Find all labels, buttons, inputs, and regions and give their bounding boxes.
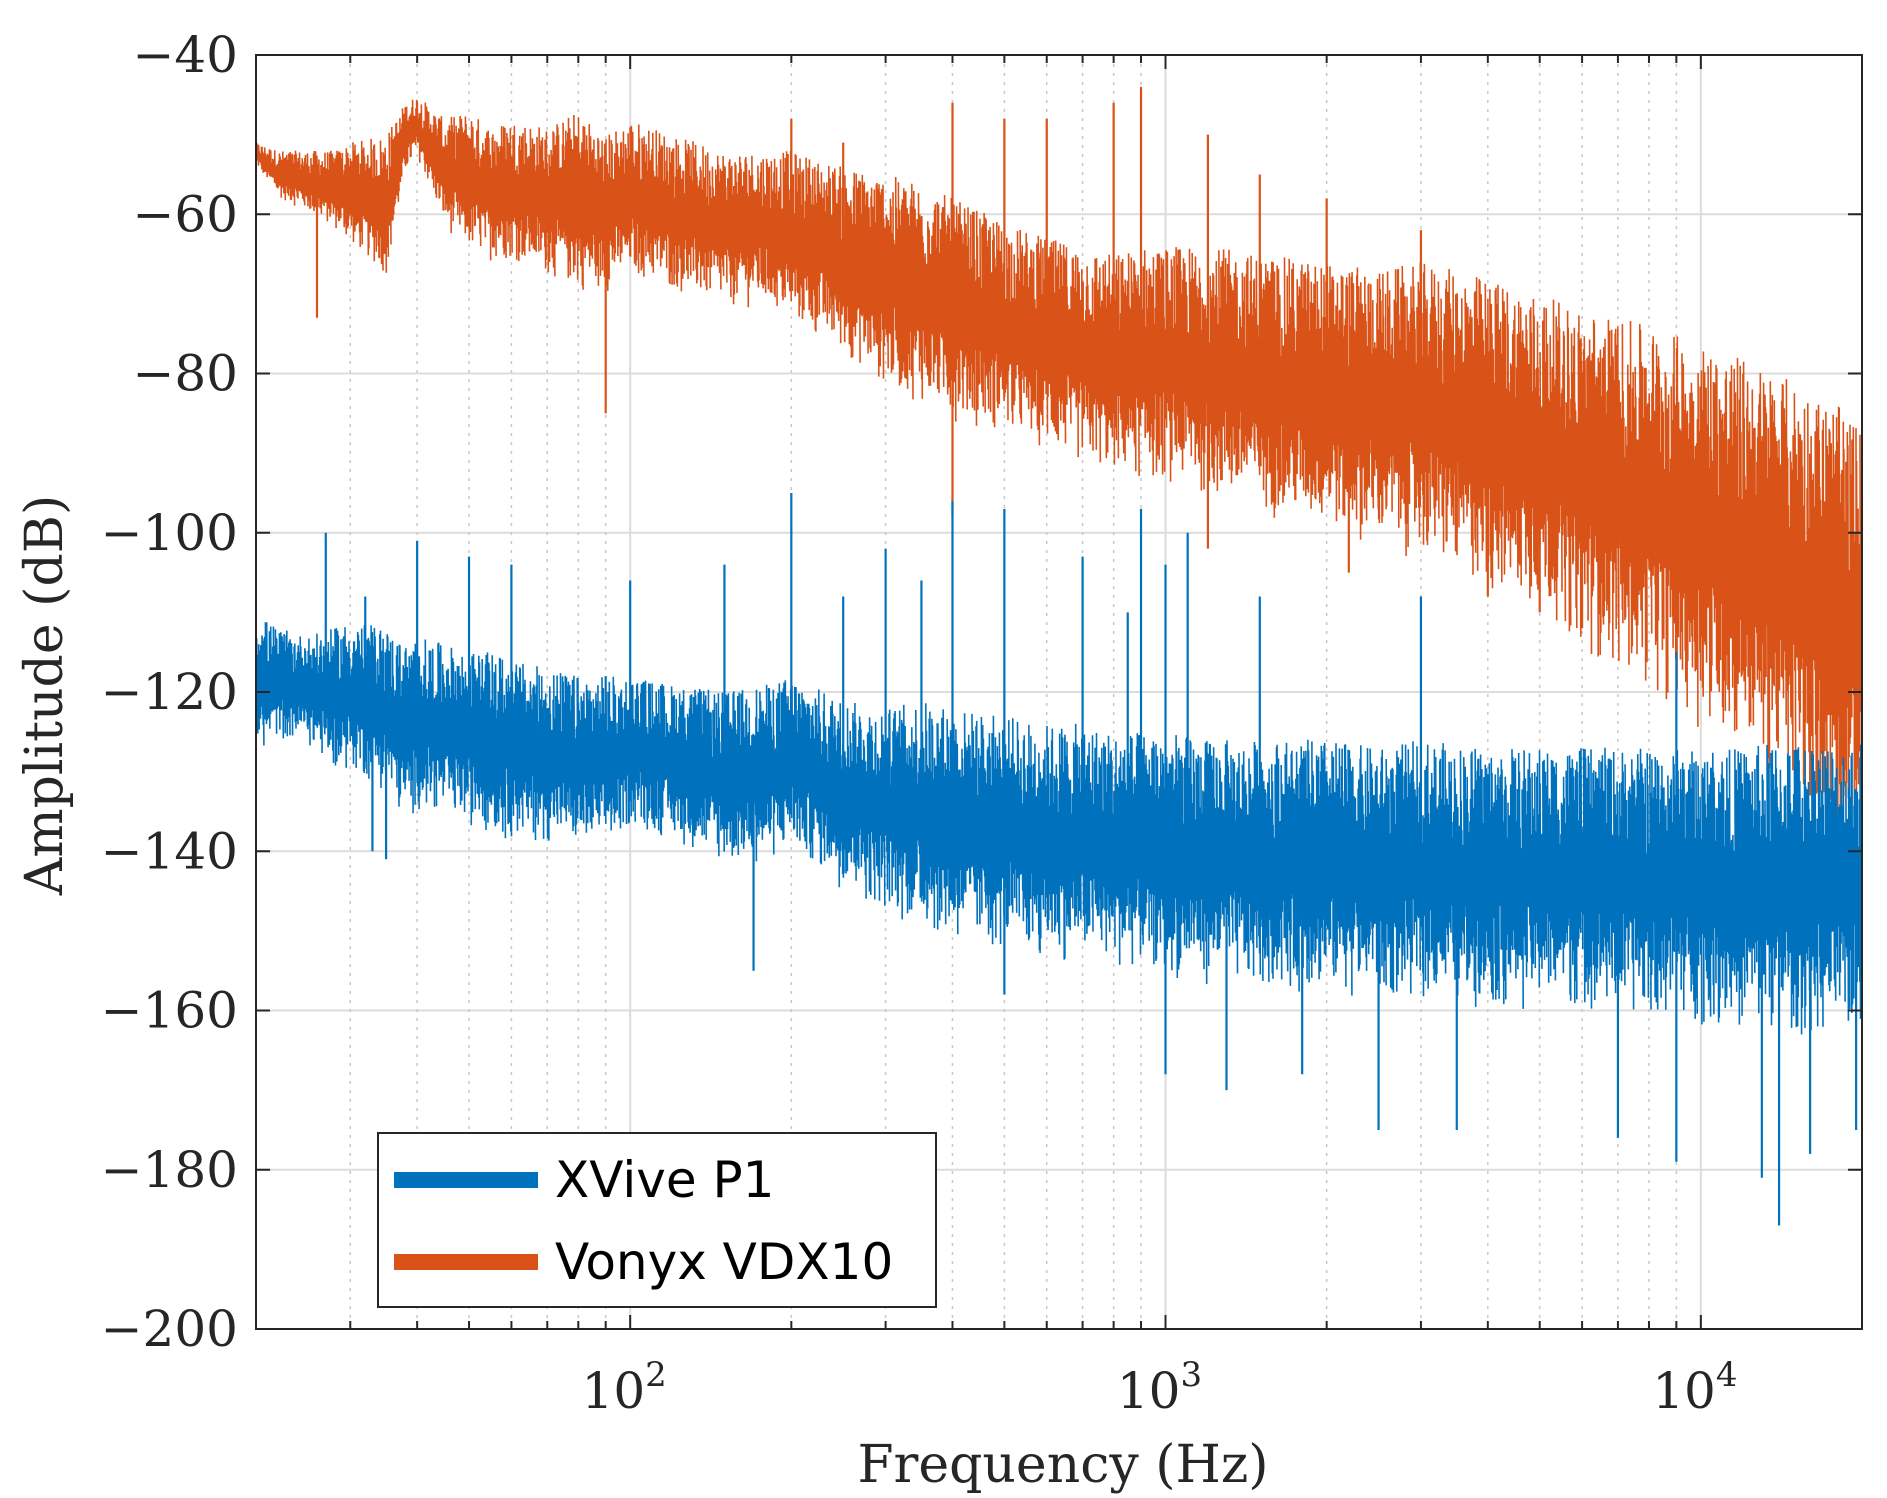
x-tick-label: 104 <box>1652 1355 1737 1420</box>
x-tick-labels: 102 103 104 <box>582 1355 1738 1420</box>
x-tick-label: 103 <box>1117 1355 1202 1420</box>
y-tick-label: −200 <box>101 1300 238 1358</box>
y-tick-label: −40 <box>132 26 238 84</box>
x-tick-label: 102 <box>582 1355 667 1420</box>
y-tick-label: −80 <box>132 345 238 403</box>
legend-label-xvive-p1: XVive P1 <box>555 1151 774 1209</box>
x-axis-label: Frequency (Hz) <box>857 1435 1268 1495</box>
y-tick-label: −160 <box>101 982 238 1040</box>
legend: XVive P1 Vonyx VDX10 <box>377 1132 937 1308</box>
y-axis-label: Amplitude (dB) <box>15 495 75 896</box>
series-xvive-p1 <box>256 492 1862 1226</box>
series-layer <box>256 86 1862 1226</box>
legend-label-vonyx-vdx10: Vonyx VDX10 <box>555 1233 893 1291</box>
y-tick-labels: −40 −60 −80 −100 −120 −140 −160 −180 −200 <box>101 26 238 1358</box>
legend-box <box>377 1132 937 1308</box>
y-tick-label: −60 <box>132 185 238 243</box>
y-tick-label: −100 <box>101 504 238 562</box>
y-tick-label: −120 <box>101 663 238 721</box>
y-tick-label: −140 <box>101 822 238 880</box>
y-tick-label: −180 <box>101 1141 238 1199</box>
tick-marks <box>255 54 1863 1330</box>
